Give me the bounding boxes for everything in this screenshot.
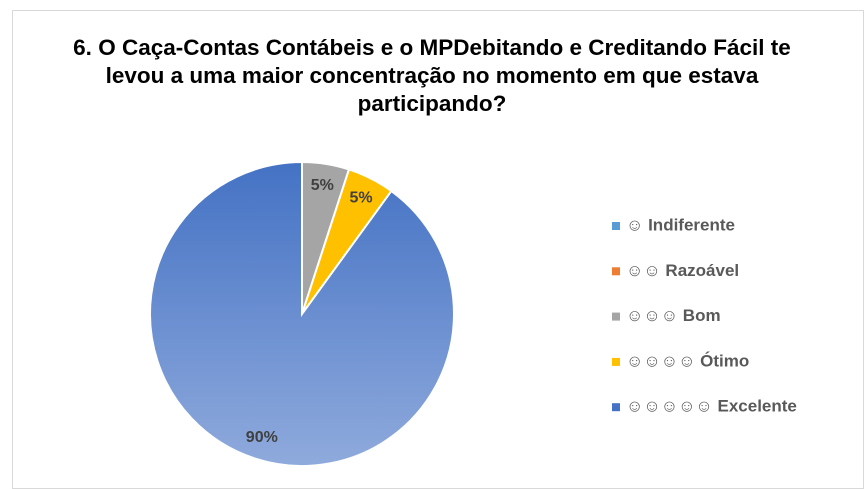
legend-swatch [612, 267, 620, 276]
chart-title: 6. O Caça-Contas Contábeis e o MPDebitan… [73, 35, 791, 116]
legend-label: ☺☺☺ Bom [626, 306, 721, 325]
pie-slice [149, 160, 455, 467]
legend-swatch [612, 312, 620, 321]
legend-swatch [612, 357, 620, 366]
legend-label: ☺☺ Razoável [626, 261, 739, 280]
data-label: 5% [311, 177, 334, 194]
legend-label: ☺☺☺☺ Ótimo [626, 351, 749, 370]
legend-label: ☺☺☺☺☺ Excelente [626, 397, 797, 416]
legend-swatch [612, 403, 620, 412]
legend-label: ☺ Indiferente [626, 215, 735, 234]
data-label: 5% [349, 189, 372, 206]
data-label: 90% [246, 429, 278, 446]
legend-swatch [612, 222, 620, 230]
